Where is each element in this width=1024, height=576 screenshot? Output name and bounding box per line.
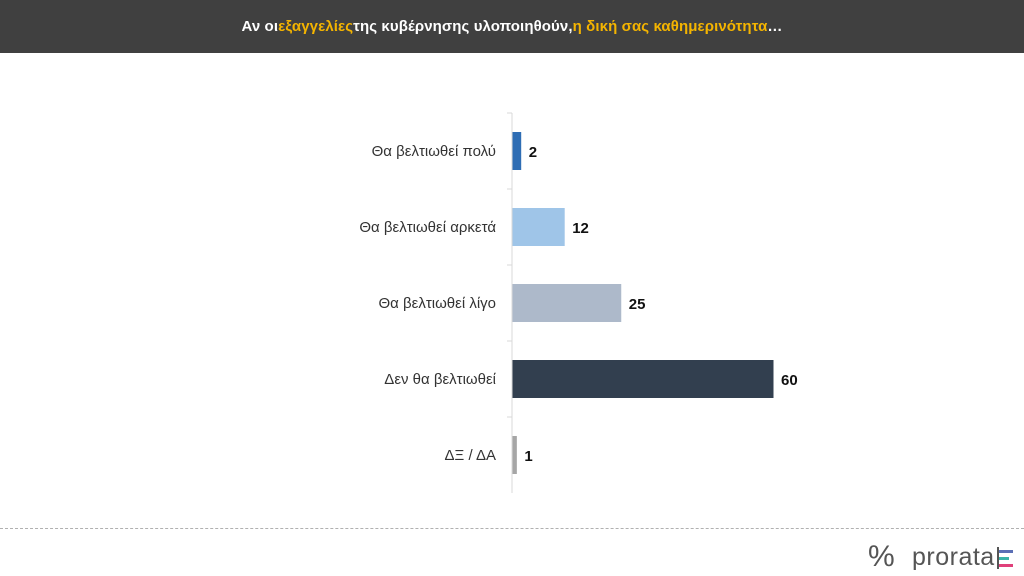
data-label: 12 (572, 220, 589, 237)
title-highlight: εξαγγελίες (278, 18, 354, 35)
data-label: 60 (781, 372, 798, 389)
prorata-percent-icon: % (868, 540, 895, 573)
footer-divider (0, 528, 1024, 529)
brand-bar (999, 550, 1013, 553)
data-label: 25 (629, 296, 646, 313)
title-part: Αν οι (241, 18, 279, 35)
category-label: Δεν θα βελτιωθεί (384, 371, 496, 388)
brand-axis (997, 547, 999, 569)
category-label: Θα βελτιωθεί λίγο (379, 295, 497, 312)
brand-bars-icon (997, 547, 1015, 569)
bar (512, 436, 517, 474)
bar (512, 284, 622, 322)
category-label: Θα βελτιωθεί αρκετά (359, 219, 496, 236)
bar (512, 132, 522, 170)
brand-bar (999, 557, 1009, 560)
bar (512, 208, 565, 246)
title-part: της κυβέρνησης υλοποιηθούν, (353, 18, 573, 35)
brand-name: prorata (912, 542, 995, 571)
title-highlight: η δική σας καθημερινότητα (572, 18, 768, 35)
category-label: ΔΞ / ΔΑ (445, 447, 496, 464)
data-label: 2 (529, 144, 537, 161)
brand-bar (999, 564, 1013, 567)
bar (512, 360, 774, 398)
data-label: 1 (524, 448, 532, 465)
category-label: Θα βελτιωθεί πολύ (372, 143, 496, 160)
title-part: … (767, 18, 783, 35)
chart-title: Αν οι εξαγγελίες της κυβέρνησης υλοποιηθ… (0, 0, 1024, 53)
